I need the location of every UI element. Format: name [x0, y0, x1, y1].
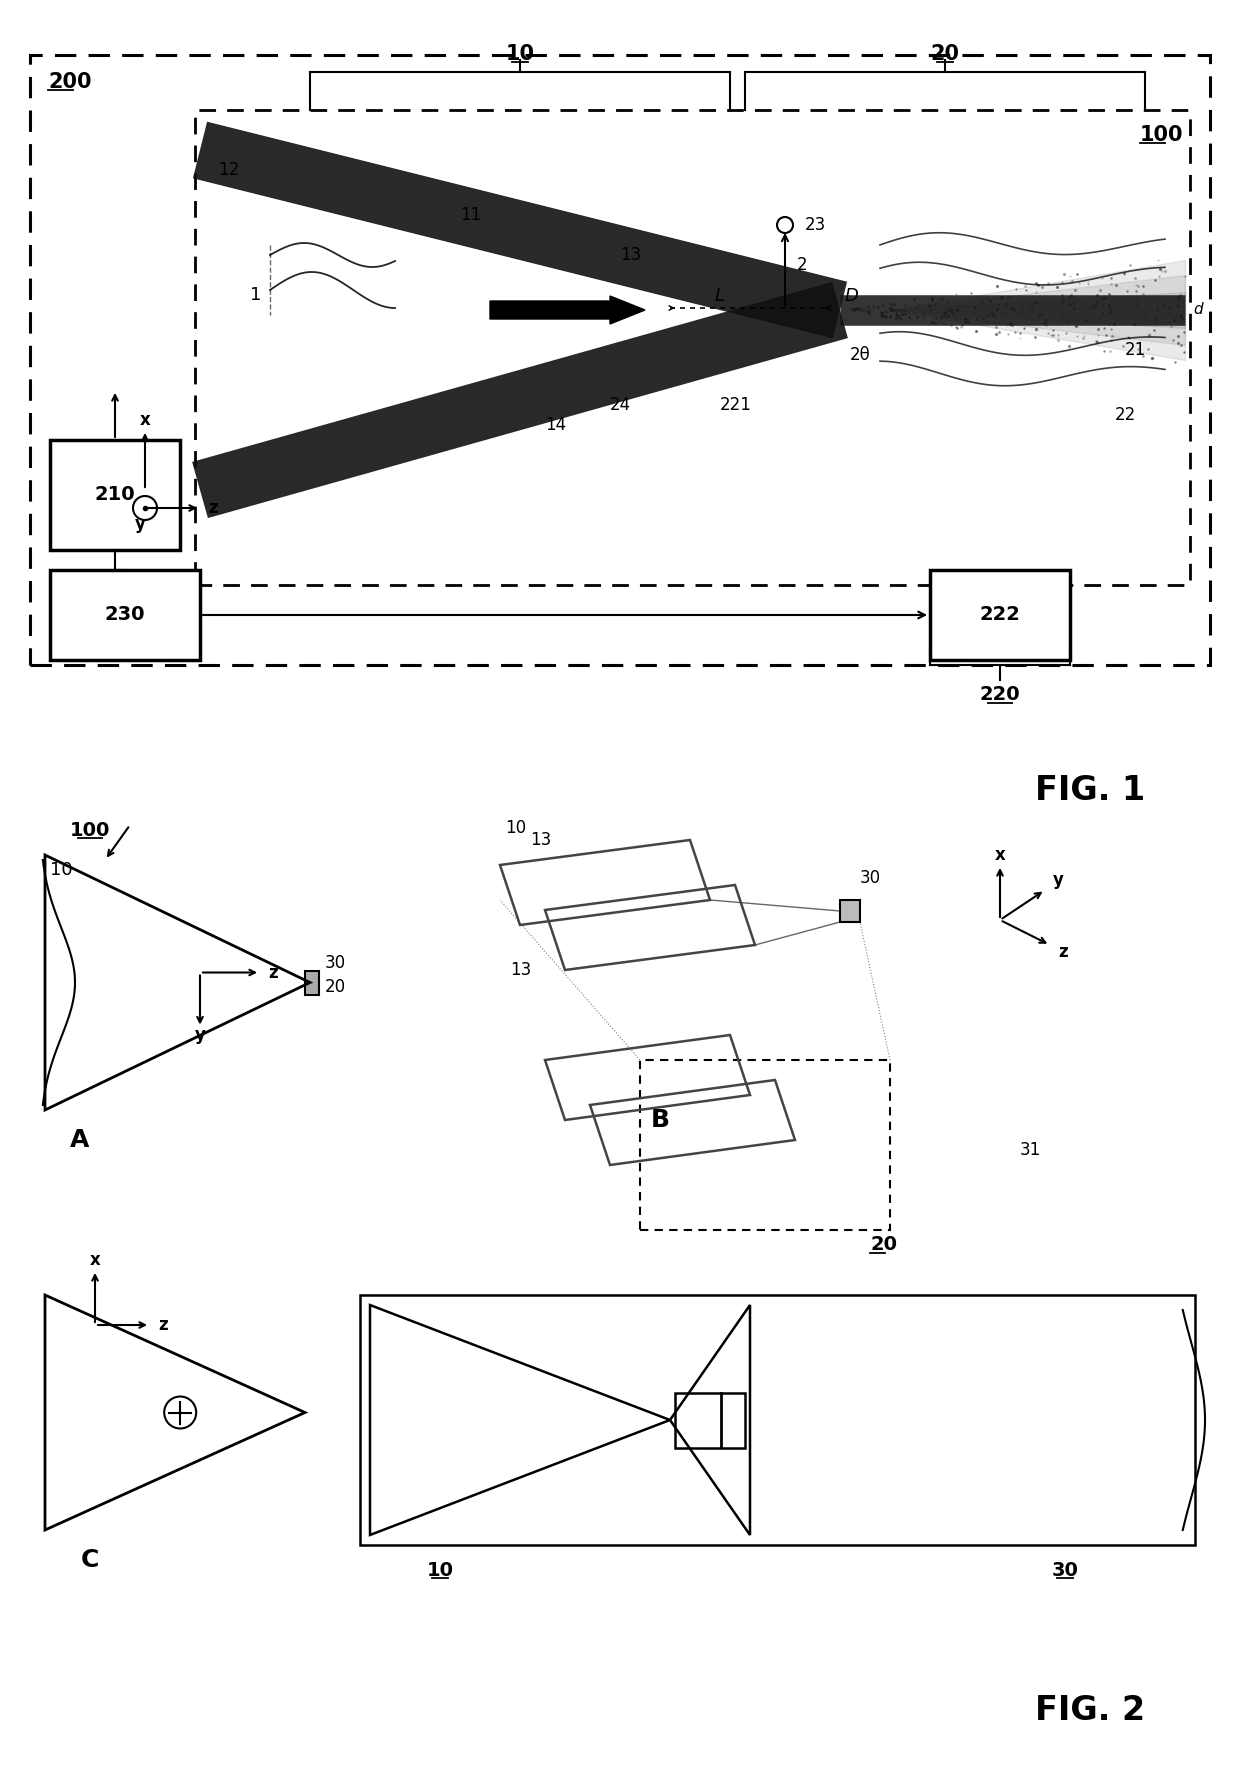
Text: 20: 20 [870, 1236, 897, 1255]
Text: 200: 200 [48, 73, 92, 92]
Text: 22: 22 [1115, 406, 1136, 424]
FancyArrow shape [490, 296, 645, 324]
Text: L: L [715, 287, 725, 305]
Text: 30: 30 [1052, 1560, 1079, 1580]
Text: 10: 10 [50, 862, 73, 879]
Text: D: D [844, 287, 859, 305]
Text: 1: 1 [250, 285, 262, 303]
Text: 23: 23 [805, 216, 826, 234]
Text: 13: 13 [620, 246, 641, 264]
Text: 230: 230 [104, 606, 145, 624]
Text: 12: 12 [218, 161, 239, 179]
Text: y: y [1053, 871, 1064, 888]
Text: 13: 13 [510, 961, 531, 979]
Text: 222: 222 [980, 606, 1021, 624]
Text: A: A [71, 1128, 89, 1152]
Text: B: B [651, 1108, 670, 1131]
Bar [360, 1294, 1195, 1544]
Bar [675, 1394, 745, 1449]
Text: FIG. 1: FIG. 1 [1035, 773, 1145, 807]
Text: 2θ: 2θ [849, 346, 870, 363]
Text: 10: 10 [506, 44, 534, 64]
Text: 2: 2 [797, 255, 807, 275]
Bar [50, 440, 180, 550]
Text: x: x [994, 846, 1006, 863]
Text: 20: 20 [325, 979, 346, 996]
Bar [640, 1060, 890, 1230]
Text: z: z [268, 963, 278, 982]
Text: 30: 30 [861, 869, 882, 886]
Text: 30: 30 [325, 954, 346, 972]
Text: 31: 31 [1021, 1142, 1042, 1160]
Text: 210: 210 [94, 486, 135, 505]
Text: z: z [208, 498, 218, 518]
Bar [305, 970, 319, 995]
Text: 14: 14 [546, 417, 567, 434]
Text: 20: 20 [930, 44, 960, 64]
Text: x: x [140, 411, 150, 429]
Text: 10: 10 [427, 1560, 454, 1580]
Text: z: z [157, 1316, 167, 1333]
Text: 100: 100 [1140, 126, 1183, 145]
Text: 13: 13 [529, 832, 552, 849]
Text: x: x [89, 1252, 100, 1269]
Text: 24: 24 [610, 395, 631, 415]
Text: 11: 11 [460, 206, 481, 223]
Bar [839, 901, 861, 922]
Bar [930, 569, 1070, 660]
Text: 100: 100 [69, 821, 110, 839]
Text: z: z [1058, 943, 1068, 961]
Text: 21: 21 [1125, 340, 1146, 358]
Text: C: C [81, 1548, 99, 1573]
Bar [50, 569, 200, 660]
Bar [195, 110, 1190, 585]
Text: d: d [1193, 303, 1203, 317]
Bar [30, 55, 1210, 665]
Text: 221: 221 [720, 395, 751, 415]
Text: FIG. 2: FIG. 2 [1035, 1693, 1145, 1727]
Text: y: y [135, 514, 145, 534]
Text: y: y [195, 1027, 206, 1044]
Text: 10: 10 [505, 819, 526, 837]
Text: 220: 220 [980, 686, 1021, 704]
